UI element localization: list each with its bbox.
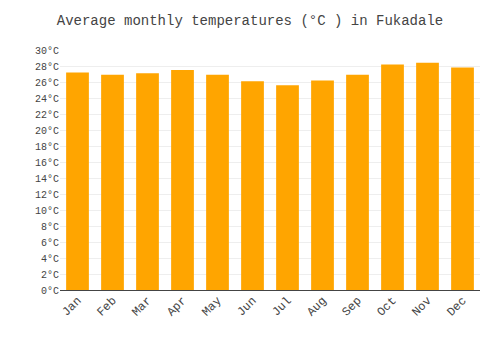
svg-text:8°C: 8°C [41, 222, 59, 233]
svg-text:Aug: Aug [304, 294, 329, 319]
svg-text:Sep: Sep [339, 294, 364, 319]
svg-text:2°C: 2°C [41, 270, 59, 281]
svg-text:12°C: 12°C [35, 190, 59, 201]
svg-text:6°C: 6°C [41, 238, 59, 249]
svg-text:0°C: 0°C [41, 286, 59, 297]
svg-text:30°C: 30°C [35, 46, 59, 57]
svg-text:Nov: Nov [409, 294, 434, 319]
svg-text:22°C: 22°C [35, 110, 59, 121]
svg-text:24°C: 24°C [35, 94, 59, 105]
svg-text:Apr: Apr [164, 294, 189, 319]
svg-text:Jun: Jun [234, 294, 259, 319]
svg-text:10°C: 10°C [35, 206, 59, 217]
svg-text:28°C: 28°C [35, 62, 59, 73]
svg-text:Mar: Mar [129, 294, 154, 319]
svg-text:18°C: 18°C [35, 142, 59, 153]
svg-text:16°C: 16°C [35, 158, 59, 169]
svg-text:Jan: Jan [59, 294, 84, 319]
svg-text:Average monthly temperatures (: Average monthly temperatures (°C ) in Fu… [57, 13, 443, 29]
svg-text:Feb: Feb [94, 294, 119, 319]
svg-text:4°C: 4°C [41, 254, 59, 265]
svg-text:20°C: 20°C [35, 126, 59, 137]
svg-text:Dec: Dec [444, 294, 469, 319]
svg-text:14°C: 14°C [35, 174, 59, 185]
svg-text:Jul: Jul [269, 294, 294, 319]
svg-text:26°C: 26°C [35, 78, 59, 89]
svg-text:Oct: Oct [374, 294, 399, 319]
svg-text:May: May [199, 294, 224, 319]
